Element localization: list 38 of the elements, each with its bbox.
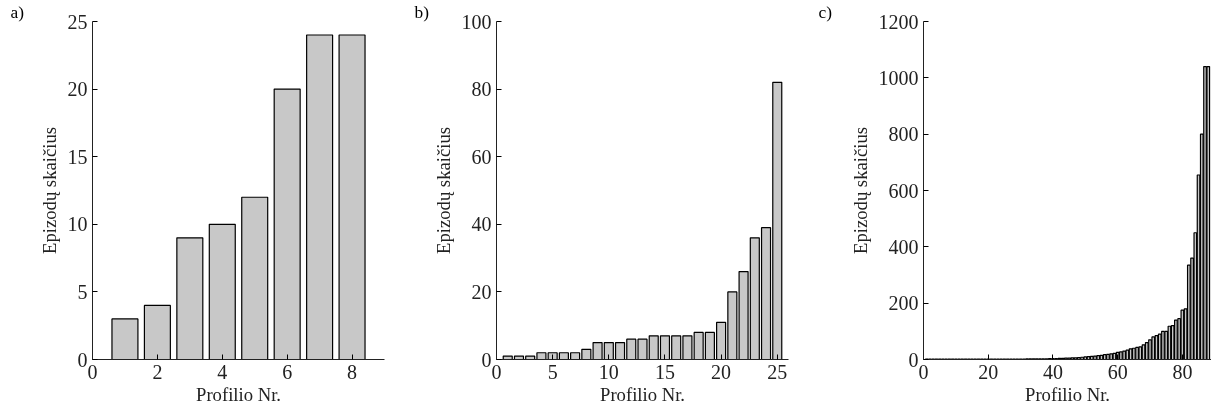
x-axis-title: Profilio Nr.: [1025, 383, 1110, 405]
x-tick-label: 60: [1107, 360, 1128, 383]
text: b): [414, 2, 430, 22]
y-tick-label: 60: [471, 145, 492, 168]
x-tick-label: 5: [547, 360, 558, 383]
y-tick-label: 15: [67, 145, 88, 168]
text: a): [10, 2, 25, 22]
x-tick-label: 10: [598, 360, 619, 383]
y-tick-label: 1000: [878, 66, 919, 89]
y-tick-label: 1200: [878, 10, 919, 33]
y-tick-label: 200: [888, 292, 919, 315]
y-tick-label: 100: [461, 10, 492, 33]
x-axis-title: Profilio Nr.: [196, 383, 281, 405]
y-tick-label: 80: [471, 78, 492, 101]
x-axis-title: Profilio Nr.: [600, 383, 685, 405]
y-axis-title: Epizodų skaičius: [38, 127, 60, 254]
y-tick-label: 10: [67, 213, 88, 236]
y-tick-label: 5: [77, 280, 88, 303]
y-tick-label: 800: [888, 123, 919, 146]
y-tick-label: 20: [67, 78, 88, 101]
x-tick-label: 20: [978, 360, 999, 383]
y-tick-label: 400: [888, 235, 919, 258]
y-axis-title: Epizodų skaičius: [849, 127, 871, 254]
x-tick-label: 20: [711, 360, 732, 383]
x-tick-label: 15: [654, 360, 675, 383]
x-tick-label: 6: [282, 360, 293, 383]
x-tick-label: 40: [1042, 360, 1063, 383]
x-tick-label: 8: [347, 360, 358, 383]
text: c): [818, 2, 833, 22]
y-tick-label: 25: [67, 10, 88, 33]
x-tick-label: 2: [152, 360, 163, 383]
y-tick-label: 20: [471, 280, 492, 303]
x-tick-label: 80: [1172, 360, 1193, 383]
y-tick-label: 600: [888, 179, 919, 202]
y-tick-label: 40: [471, 213, 492, 236]
x-tick-label: 4: [217, 360, 228, 383]
x-tick-label: 25: [767, 360, 788, 383]
y-axis-title: Epizodų skaičius: [432, 127, 454, 254]
